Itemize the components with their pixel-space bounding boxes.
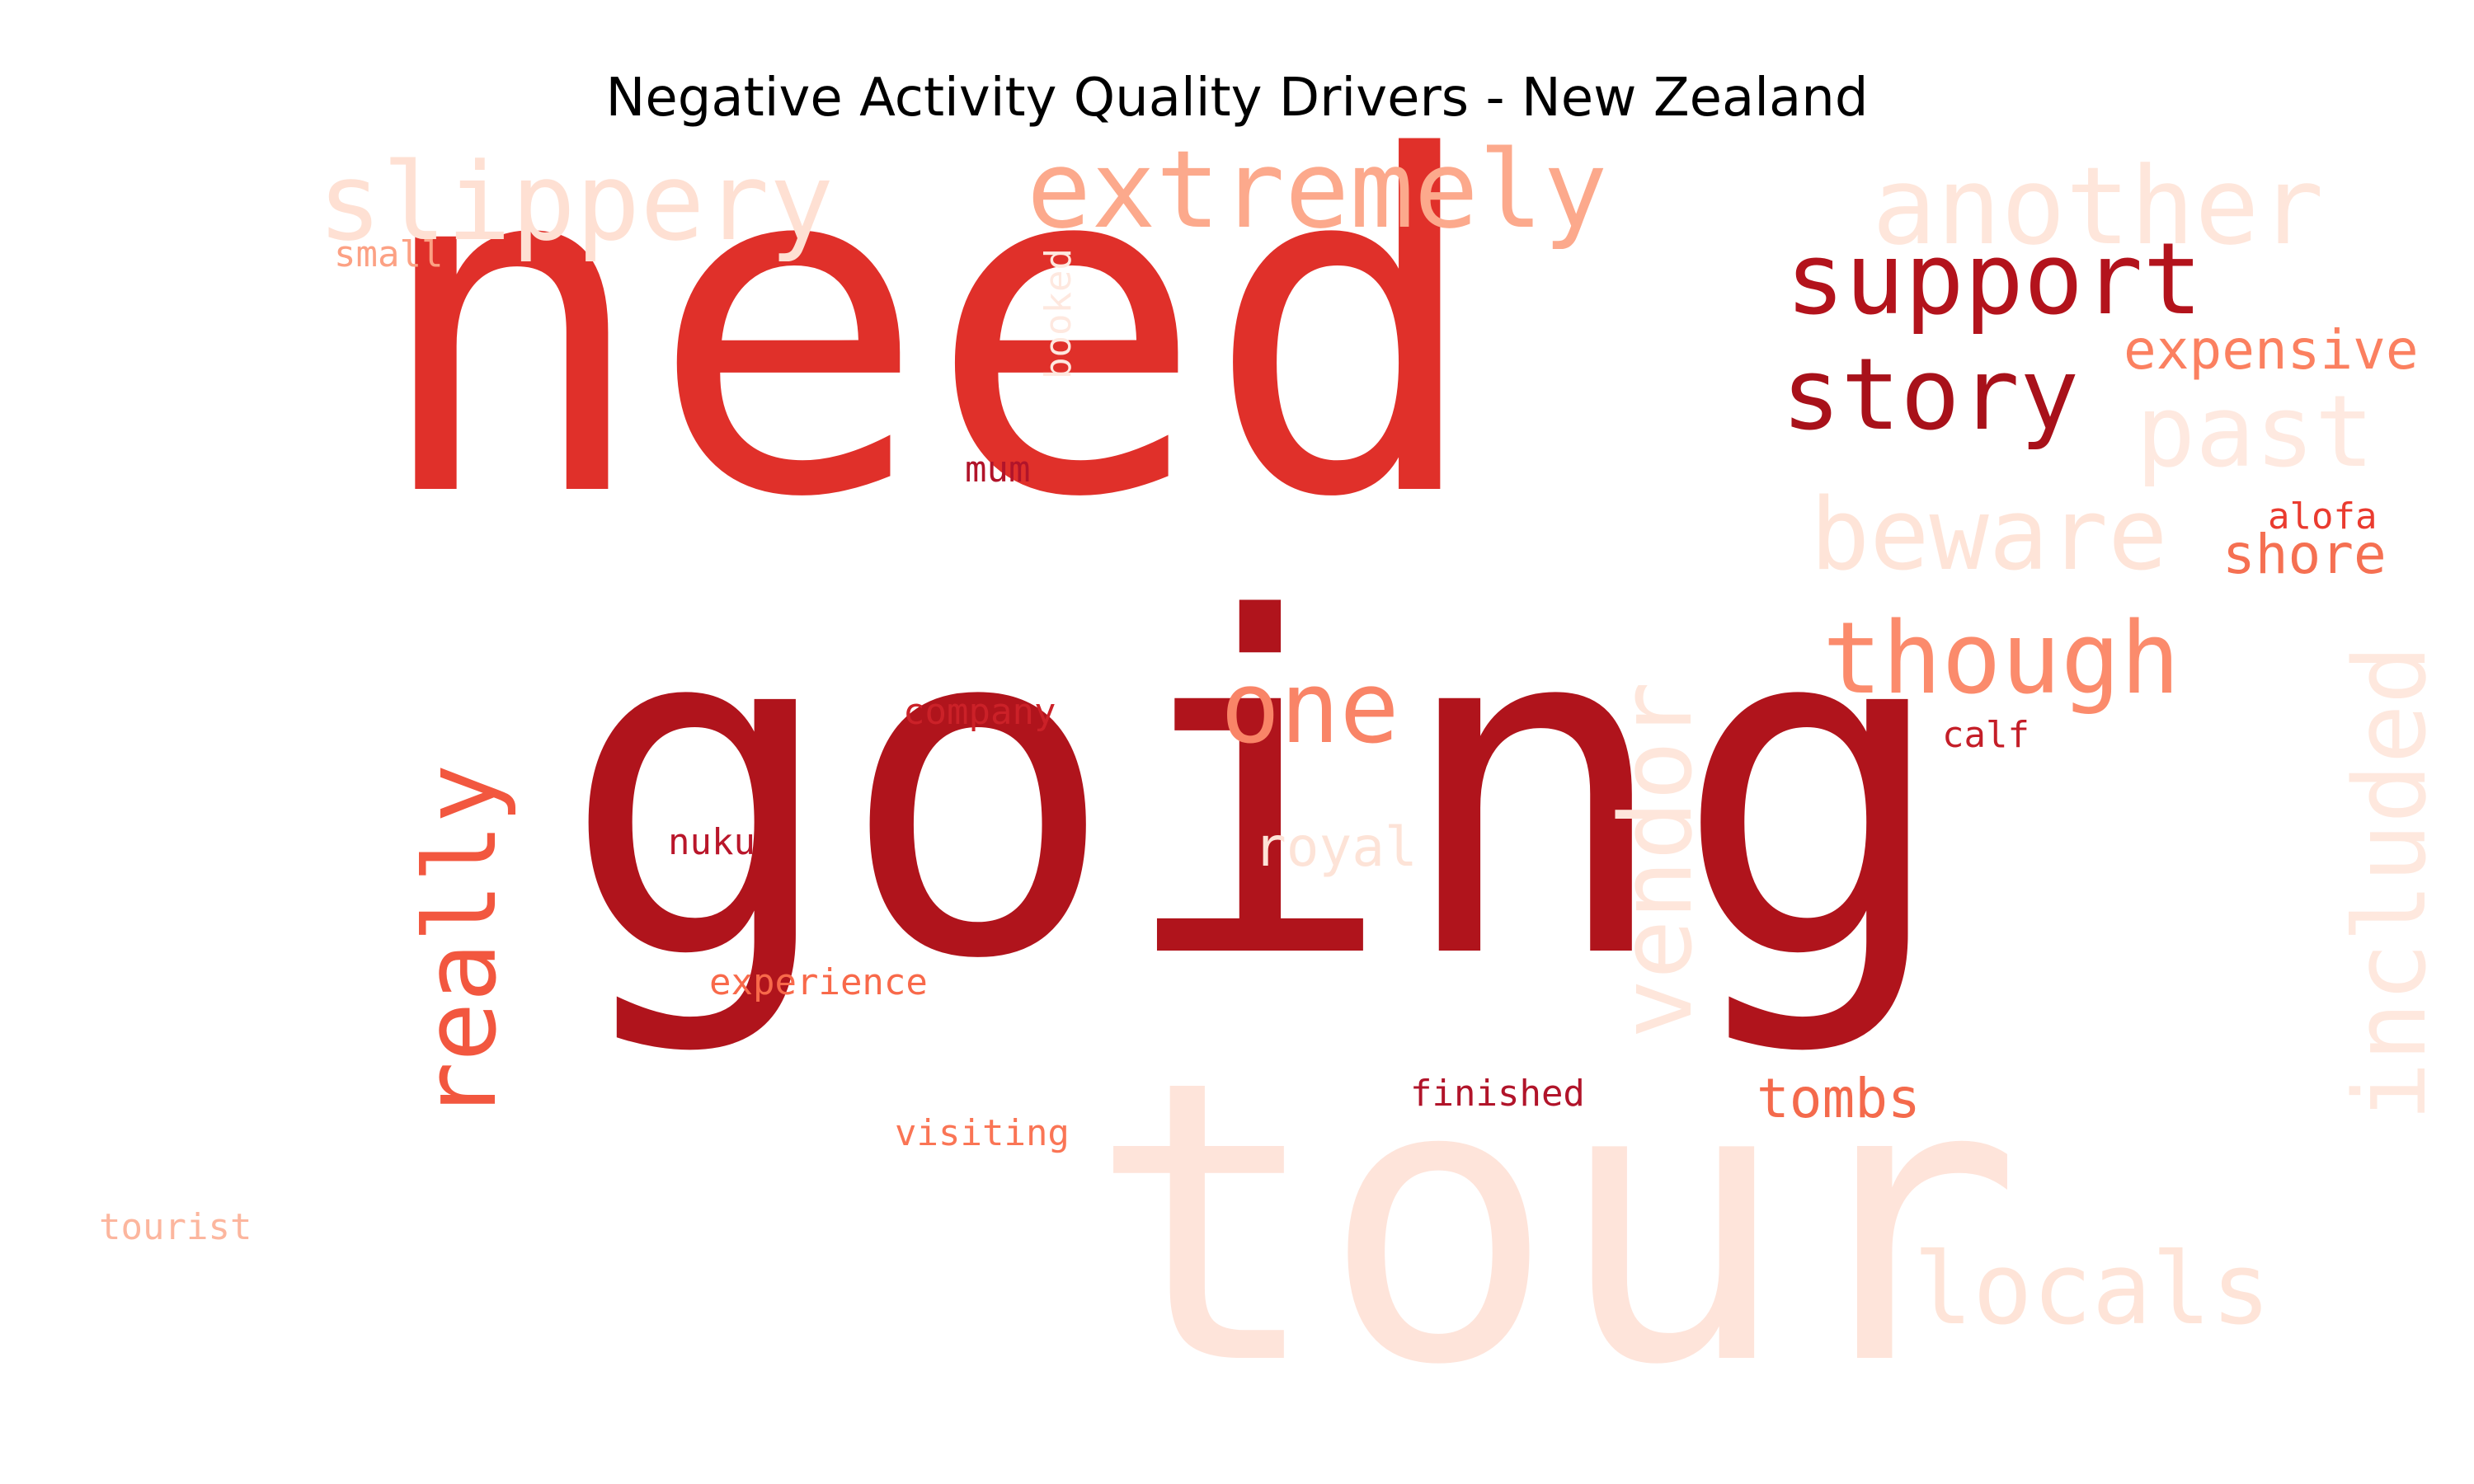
word-booked: booked (1037, 248, 1079, 379)
word-though: though (1823, 602, 2180, 716)
word-included: included (2334, 645, 2448, 1121)
word-tourist: tourist (99, 1206, 252, 1248)
word-experience: experience (709, 961, 928, 1003)
word-going: going (561, 523, 1951, 1060)
word-need: need (371, 61, 1484, 599)
word-expensive: expensive (2124, 318, 2419, 382)
word-vendor: vendor (1600, 681, 1714, 1039)
word-tombs: tombs (1757, 1067, 1921, 1130)
word-mum: mum (965, 448, 1031, 491)
word-shore: shore (2222, 523, 2387, 586)
word-visiting: visiting (895, 1112, 1070, 1154)
word-story: story (1781, 338, 2080, 453)
word-finished: finished (1410, 1073, 1585, 1115)
word-calf: calf (1942, 714, 2030, 756)
word-really: really (404, 763, 519, 1121)
word-support: support (1785, 223, 2203, 337)
word-small: small (334, 233, 444, 275)
word-extremely: extremely (1027, 127, 1608, 252)
word-another: another (1872, 143, 2324, 269)
word-alofa: alofa (2268, 495, 2378, 538)
word-nuku: nuku (668, 821, 755, 863)
word-past: past (2136, 375, 2374, 490)
word-tour: tour (1089, 998, 2022, 1449)
word-locals: locals (1913, 1233, 2271, 1347)
word-slippery: slippery (317, 139, 835, 265)
word-one: one (1221, 651, 1399, 766)
word-beware: beware (1810, 478, 2168, 593)
chart-title: Negative Activity Quality Drivers - New … (605, 68, 1869, 129)
word-company: company (903, 691, 1056, 733)
word-royal: royal (1253, 815, 1418, 879)
